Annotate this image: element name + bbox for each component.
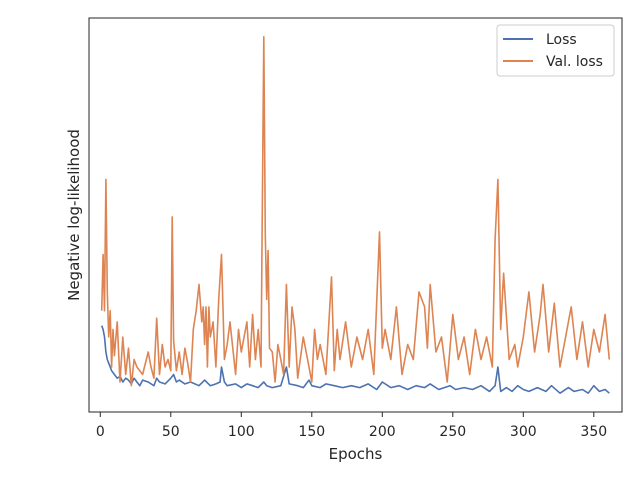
series-line-val-loss [100, 35, 611, 387]
legend: Loss Val. loss [496, 24, 615, 77]
x-tick-label: 350 [580, 424, 607, 440]
x-tick-label: 300 [510, 424, 537, 440]
series-layer [100, 35, 611, 395]
legend-box [496, 24, 615, 77]
series-line-loss [100, 325, 610, 395]
plot-background [89, 18, 622, 412]
legend-label-val-loss: Val. loss [546, 54, 603, 70]
x-tick-label: 200 [369, 424, 396, 440]
legend-label-loss: Loss [546, 32, 577, 48]
x-axis-ticks: 0 50 100 150 200 250 300 350 [96, 412, 607, 440]
x-tick-label: 150 [298, 424, 325, 440]
x-tick-label: 0 [96, 424, 105, 440]
x-axis-label: Epochs [329, 445, 383, 463]
x-tick-label: 50 [162, 424, 180, 440]
x-tick-label: 100 [228, 424, 255, 440]
y-axis-label: Negative log-likelihood [65, 129, 83, 301]
plot-frame [88, 17, 623, 413]
x-tick-label: 250 [439, 424, 466, 440]
